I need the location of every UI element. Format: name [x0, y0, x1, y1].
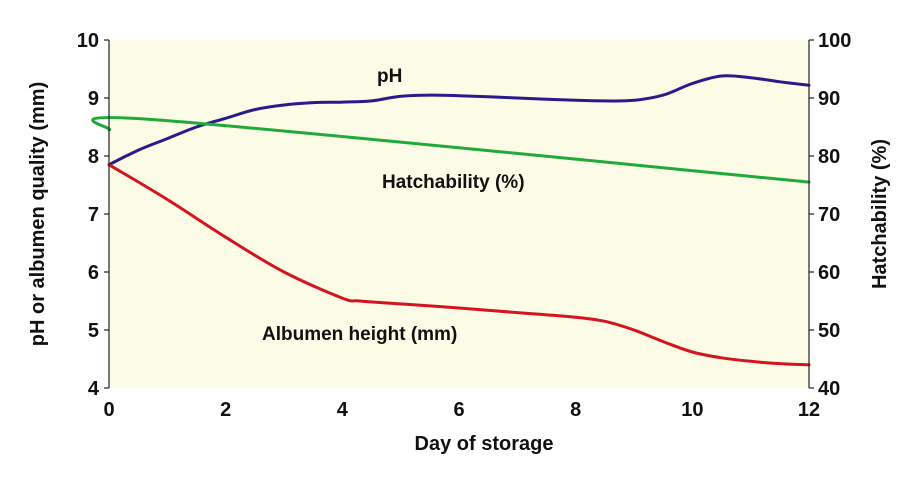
left-y-tick-label: 9: [88, 88, 99, 110]
ticks-layer: 4 5 6 7 8 9 10 40 50 60 70 80 90 100 0 2 4 6 8 10 12: [77, 30, 852, 421]
left-y-tick-label: 10: [77, 30, 99, 52]
plot-area: [109, 40, 809, 388]
left-y-tick-label: 4: [88, 378, 100, 400]
x-tick-label: 4: [337, 399, 349, 421]
hatchability-series-label: Hatchability (%): [382, 172, 525, 193]
left-y-axis-title: pH or albumen quality (mm): [27, 82, 49, 346]
x-axis-title: Day of storage: [415, 433, 554, 455]
left-y-tick-label: 8: [88, 146, 99, 168]
left-y-tick-label: 7: [88, 204, 99, 226]
x-tick-label: 12: [798, 399, 820, 421]
right-y-tick-label: 90: [818, 88, 840, 110]
albumen-height-line: [107, 163, 811, 367]
right-y-tick-label: 60: [818, 262, 840, 284]
albumen-series-label: Albumen height (mm): [262, 324, 457, 345]
x-tick-label: 2: [220, 399, 231, 421]
right-y-tick-label: 40: [818, 378, 840, 400]
right-y-tick-label: 50: [818, 320, 840, 342]
left-y-tick-label: 5: [88, 320, 99, 342]
hatchability-line: [91, 116, 811, 184]
ph-line: [107, 74, 811, 167]
right-y-axis-title: Hatchability (%): [869, 139, 891, 289]
right-y-tick-label: 100: [818, 30, 851, 52]
right-y-tick-label: 80: [818, 146, 840, 168]
x-tick-label: 6: [453, 399, 464, 421]
right-y-tick-label: 70: [818, 204, 840, 226]
x-tick-label: 0: [103, 399, 114, 421]
ph-series-label: pH: [377, 66, 402, 87]
left-y-tick-label: 6: [88, 262, 99, 284]
x-tick-label: 8: [570, 399, 581, 421]
x-tick-label: 10: [681, 399, 703, 421]
series-layer: [91, 74, 811, 367]
